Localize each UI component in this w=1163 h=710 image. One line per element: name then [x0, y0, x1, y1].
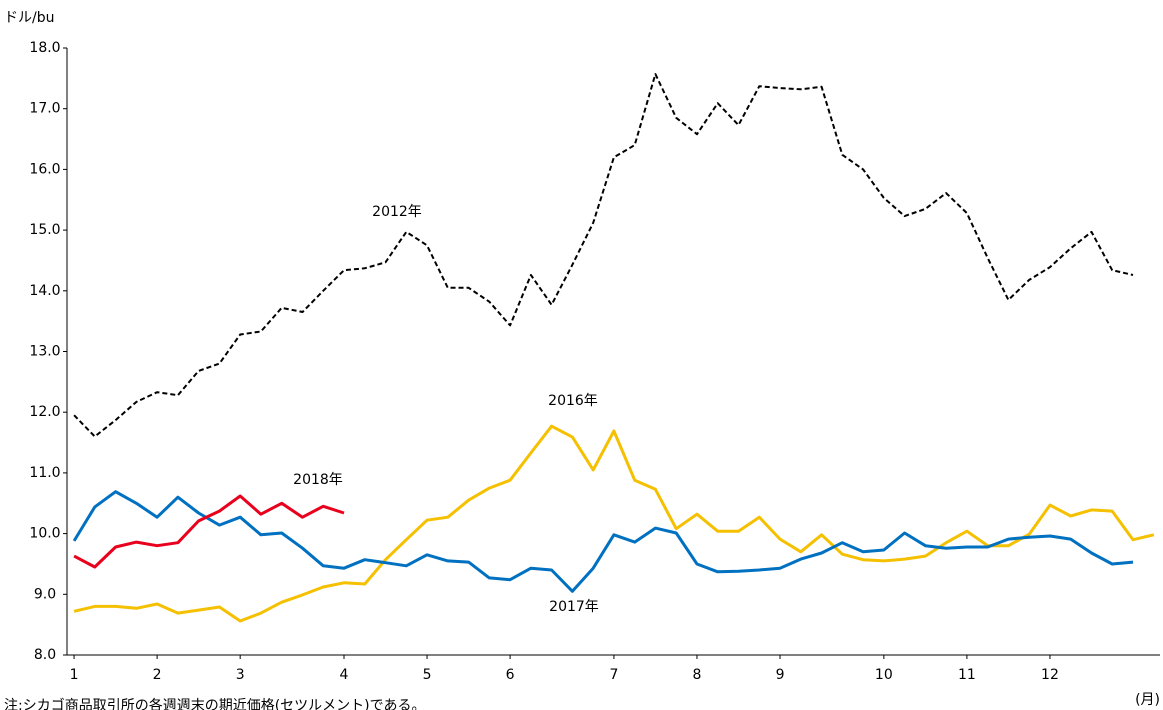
x-tick-label: 7 — [609, 667, 618, 683]
y-tick-label: 10.0 — [29, 526, 60, 542]
x-tick-label: 4 — [340, 667, 349, 683]
series-line — [73, 73, 1134, 438]
x-tick-label: 11 — [958, 667, 976, 683]
y-tick-label: 14.0 — [29, 283, 60, 299]
annotation: 2018年 — [293, 472, 343, 488]
x-tick-label: 6 — [506, 667, 515, 683]
annotation: 2012年 — [372, 204, 422, 220]
y-tick-label: 13.0 — [29, 344, 60, 360]
y-tick-label: 8.0 — [34, 647, 56, 663]
y-tick-label: 16.0 — [29, 161, 60, 177]
y-tick-label: 12.0 — [29, 404, 60, 420]
y-tick-label: 11.0 — [29, 465, 60, 481]
x-tick-label: 3 — [236, 667, 245, 683]
x-tick-label: 12 — [1041, 667, 1059, 683]
y-tick-label: 15.0 — [29, 222, 60, 238]
x-tick-label: 8 — [693, 667, 702, 683]
annotation: 2017年 — [549, 599, 599, 615]
annotation: 2016年 — [548, 393, 598, 409]
series-line — [73, 424, 1155, 623]
y-axis-label: ドル/bu — [4, 10, 54, 26]
y-tick-label: 17.0 — [29, 101, 60, 117]
series-line — [72, 490, 1134, 593]
x-tick-label: 2 — [153, 667, 162, 683]
x-tick-label: 10 — [875, 667, 893, 683]
y-tick-label: 9.0 — [34, 586, 56, 602]
x-tick-label: 9 — [776, 667, 785, 683]
footnote: 注:シカゴ商品取引所の各週週末の期近価格(セツルメント)である。 — [4, 697, 426, 710]
y-tick-label: 18.0 — [29, 40, 60, 56]
x-tick-label: 5 — [423, 667, 432, 683]
series-line — [73, 494, 345, 569]
x-tick-label: 1 — [70, 667, 79, 683]
x-axis-label: (月) — [1135, 692, 1160, 708]
